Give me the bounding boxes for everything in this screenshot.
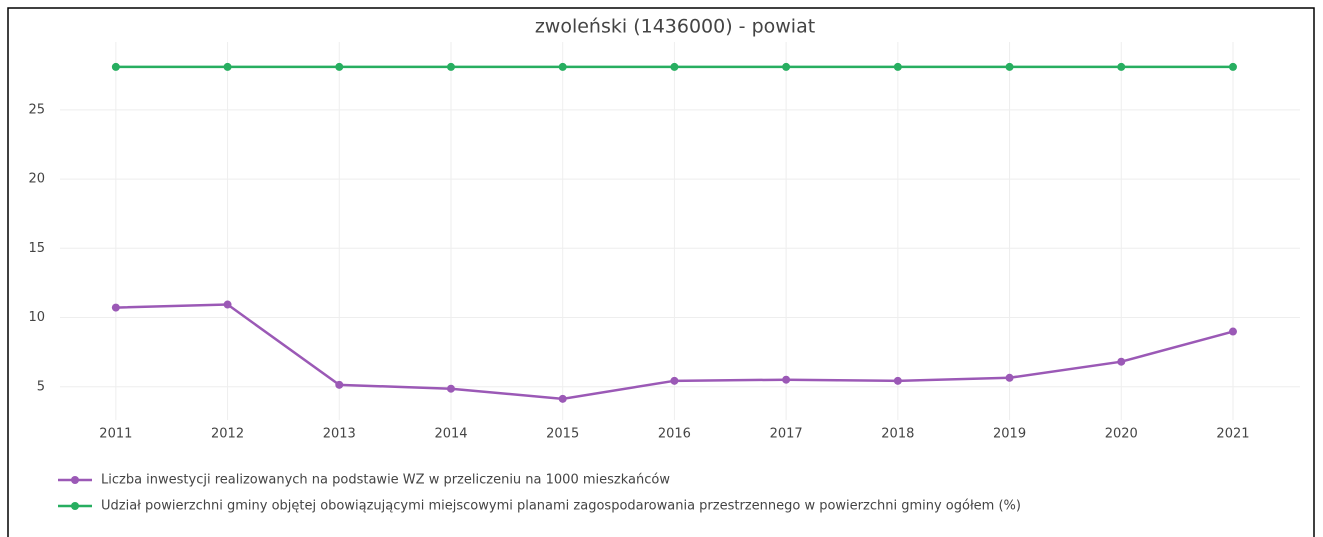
data-point (1228, 327, 1237, 336)
x-tick-label: 2019 (993, 427, 1026, 442)
x-tick-label: 2014 (434, 427, 467, 442)
data-point (670, 376, 679, 385)
x-tick-label: 2018 (881, 427, 914, 442)
data-point (446, 62, 455, 71)
data-point (558, 62, 567, 71)
data-point (1005, 373, 1014, 382)
data-point (335, 62, 344, 71)
data-point (111, 303, 120, 312)
frame (7, 7, 1315, 537)
data-point (111, 62, 120, 71)
data-point (223, 300, 232, 309)
chart-title: zwoleński (1436000) - powiat (535, 16, 815, 38)
x-tick-label: 2016 (658, 427, 691, 442)
data-point (670, 62, 679, 71)
data-point (1117, 62, 1126, 71)
y-tick-label: 15 (28, 241, 45, 256)
x-tick-label: 2015 (546, 427, 579, 442)
legend-label: Udział powierzchni gminy objętej obowiąz… (101, 499, 1021, 514)
x-tick-label: 2011 (99, 427, 132, 442)
data-point (1005, 62, 1014, 71)
legend-label: Liczba inwestycji realizowanych na podst… (101, 473, 670, 488)
legend-marker (71, 476, 79, 484)
data-point (893, 376, 902, 385)
legend-marker (71, 502, 79, 510)
data-point (1228, 62, 1237, 71)
y-tick-label: 5 (37, 379, 45, 394)
data-point (223, 62, 232, 71)
data-point (446, 384, 455, 393)
y-tick-label: 10 (28, 310, 45, 325)
x-tick-label: 2020 (1105, 427, 1138, 442)
y-tick-label: 25 (28, 102, 45, 117)
x-tick-label: 2021 (1216, 427, 1249, 442)
data-point (558, 394, 567, 403)
data-point (782, 375, 791, 384)
data-point (893, 62, 902, 71)
x-tick-label: 2012 (211, 427, 244, 442)
x-tick-label: 2017 (770, 427, 803, 442)
y-tick-label: 20 (28, 172, 45, 187)
x-tick-label: 2013 (323, 427, 356, 442)
data-point (335, 380, 344, 389)
data-point (782, 62, 791, 71)
data-point (1117, 357, 1126, 366)
